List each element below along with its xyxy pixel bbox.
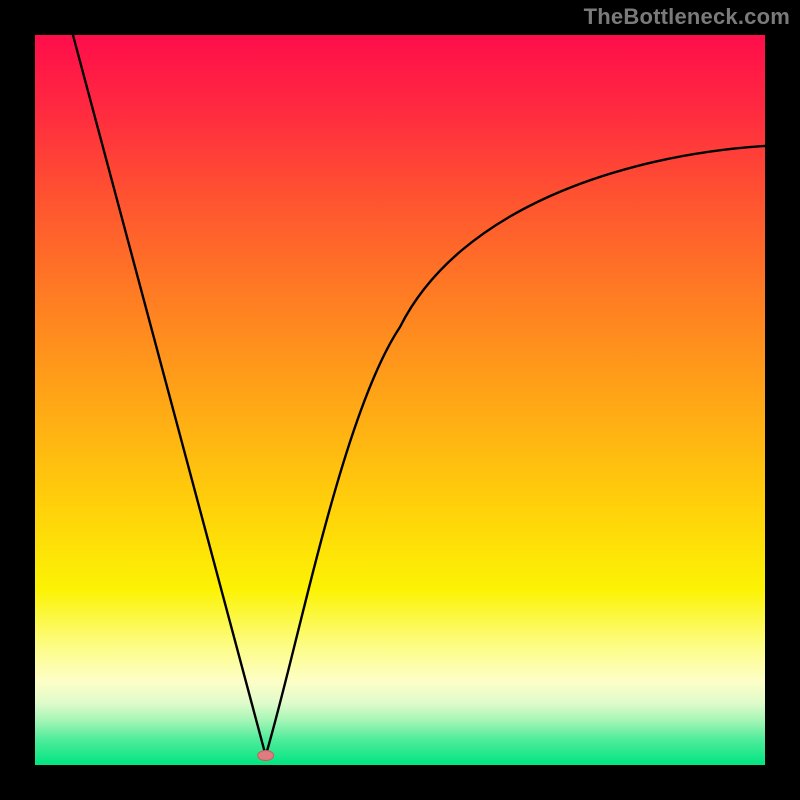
plot-area	[35, 35, 765, 765]
watermark-text: TheBottleneck.com	[584, 4, 790, 30]
chart-container: TheBottleneck.com	[0, 0, 800, 800]
apex-marker	[258, 751, 274, 761]
bottleneck-chart	[0, 0, 800, 800]
